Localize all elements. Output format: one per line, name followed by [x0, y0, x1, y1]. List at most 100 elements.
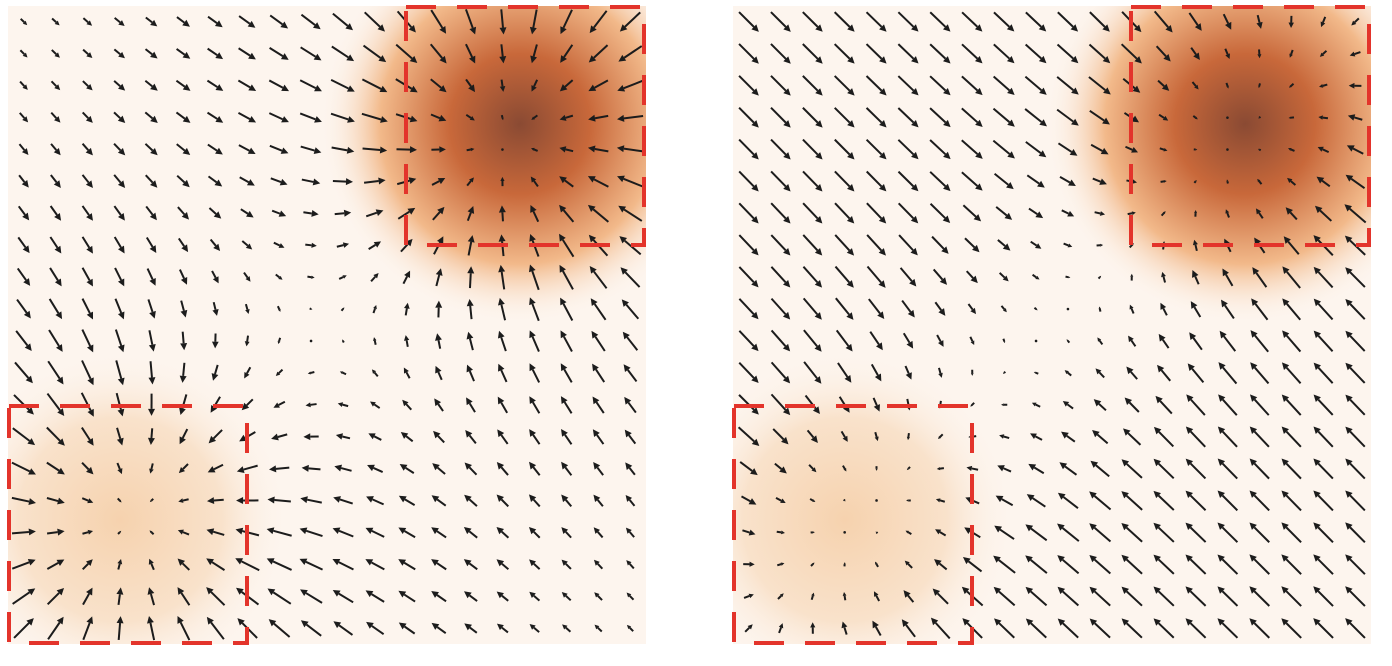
arrow-shaft	[340, 308, 344, 312]
arrow-shaft	[467, 241, 473, 256]
arrow-head	[333, 496, 341, 503]
arrow-shaft	[869, 331, 880, 345]
arrow-head	[398, 590, 407, 598]
arrow-head	[942, 215, 951, 223]
arrow-head	[86, 311, 94, 320]
arrow-shaft	[532, 210, 540, 223]
arrow-head	[559, 264, 566, 273]
arrow-shaft	[533, 148, 539, 152]
arrow-shaft	[371, 529, 385, 538]
arrow-shaft	[593, 270, 608, 289]
arrow-head	[182, 51, 191, 59]
arrow-head	[398, 622, 407, 630]
arrow-shaft	[11, 530, 29, 535]
arrow-head	[812, 562, 815, 565]
arrow-shaft	[562, 9, 573, 29]
arrow-head	[780, 530, 785, 535]
arrow-shaft	[533, 563, 541, 570]
arrow-shaft	[46, 392, 61, 411]
arrow-shaft	[843, 498, 846, 502]
arrow-shaft	[565, 531, 572, 539]
arrow-head	[1103, 87, 1111, 95]
arrow-head	[587, 145, 596, 153]
arrow-head	[560, 396, 568, 404]
arrow-head	[878, 183, 887, 192]
arrow-head	[269, 465, 277, 473]
arrow-head	[1249, 490, 1257, 498]
arrow-head	[1134, 24, 1142, 33]
arrow-shaft	[1349, 430, 1366, 448]
arrow-head	[281, 84, 290, 92]
arrow-shaft	[1258, 180, 1263, 185]
arrow-head	[846, 280, 854, 288]
arrow-head	[148, 377, 156, 385]
arrow-shaft	[150, 428, 154, 439]
arrow-shaft	[934, 301, 943, 311]
arrow-head	[117, 311, 125, 320]
arrow-head	[312, 178, 321, 186]
arrow-head	[56, 616, 64, 625]
arrow-head	[1282, 266, 1290, 274]
arrow-shaft	[897, 75, 915, 92]
arrow-head	[1067, 243, 1073, 248]
arrow-head	[626, 560, 632, 566]
arrow-shaft	[937, 367, 942, 374]
arrow-shaft	[1226, 212, 1230, 218]
arrow-head	[57, 467, 65, 475]
arrow-shaft	[430, 78, 442, 89]
arrow-head	[815, 56, 823, 64]
arrow-shaft	[148, 330, 154, 345]
arrow-head	[562, 624, 568, 630]
arrow-head	[909, 278, 917, 287]
arrow-head	[1002, 243, 1011, 251]
arrow-head	[236, 496, 244, 504]
arrow-head	[118, 83, 126, 91]
arrow-shaft	[1066, 371, 1072, 377]
arrow-shaft	[244, 303, 249, 310]
arrow-head	[1313, 458, 1321, 466]
arrow-shaft	[1120, 43, 1138, 60]
arrow-head	[622, 331, 630, 340]
arrow-head	[934, 559, 942, 567]
arrow-head	[402, 399, 409, 407]
arrow-shaft	[1158, 431, 1175, 448]
arrow-head	[56, 587, 65, 596]
arrow-head	[278, 210, 287, 217]
arrow-shaft	[1253, 430, 1270, 448]
arrow-head	[594, 592, 600, 598]
arrow-head	[559, 146, 567, 153]
arrow-shaft	[738, 362, 755, 379]
arrow-shaft	[465, 43, 474, 58]
target-box	[404, 5, 646, 247]
arrow-head	[1185, 522, 1193, 530]
arrow-head	[592, 363, 599, 372]
arrow-head	[617, 114, 625, 122]
arrow-shaft	[371, 593, 385, 603]
arrow-head	[1225, 53, 1230, 59]
arrow-shaft	[342, 435, 351, 440]
arrow-shaft	[405, 371, 411, 379]
arrow-head	[87, 529, 94, 535]
arrow-head	[267, 588, 276, 596]
arrow-shaft	[738, 43, 755, 60]
arrow-shaft	[1024, 108, 1043, 123]
arrow-head	[814, 312, 822, 320]
arrow-head	[117, 377, 125, 386]
arrow-head	[468, 55, 476, 64]
arrow-head	[149, 245, 157, 253]
arrow-head	[911, 24, 919, 32]
arrow-head	[466, 298, 474, 307]
arrow-shaft	[144, 111, 154, 120]
arrow-head	[117, 212, 125, 221]
arrow-shaft	[403, 625, 416, 635]
arrow-head	[150, 147, 158, 156]
arrow-head	[379, 85, 388, 93]
arrow-shaft	[936, 592, 949, 605]
arrow-head	[872, 620, 879, 629]
arrow-shaft	[866, 202, 883, 220]
arrow-head	[531, 147, 535, 151]
arrow-head	[373, 241, 382, 248]
arrow-head	[815, 184, 823, 192]
arrow-shaft	[1349, 558, 1366, 575]
arrow-head	[901, 619, 909, 627]
